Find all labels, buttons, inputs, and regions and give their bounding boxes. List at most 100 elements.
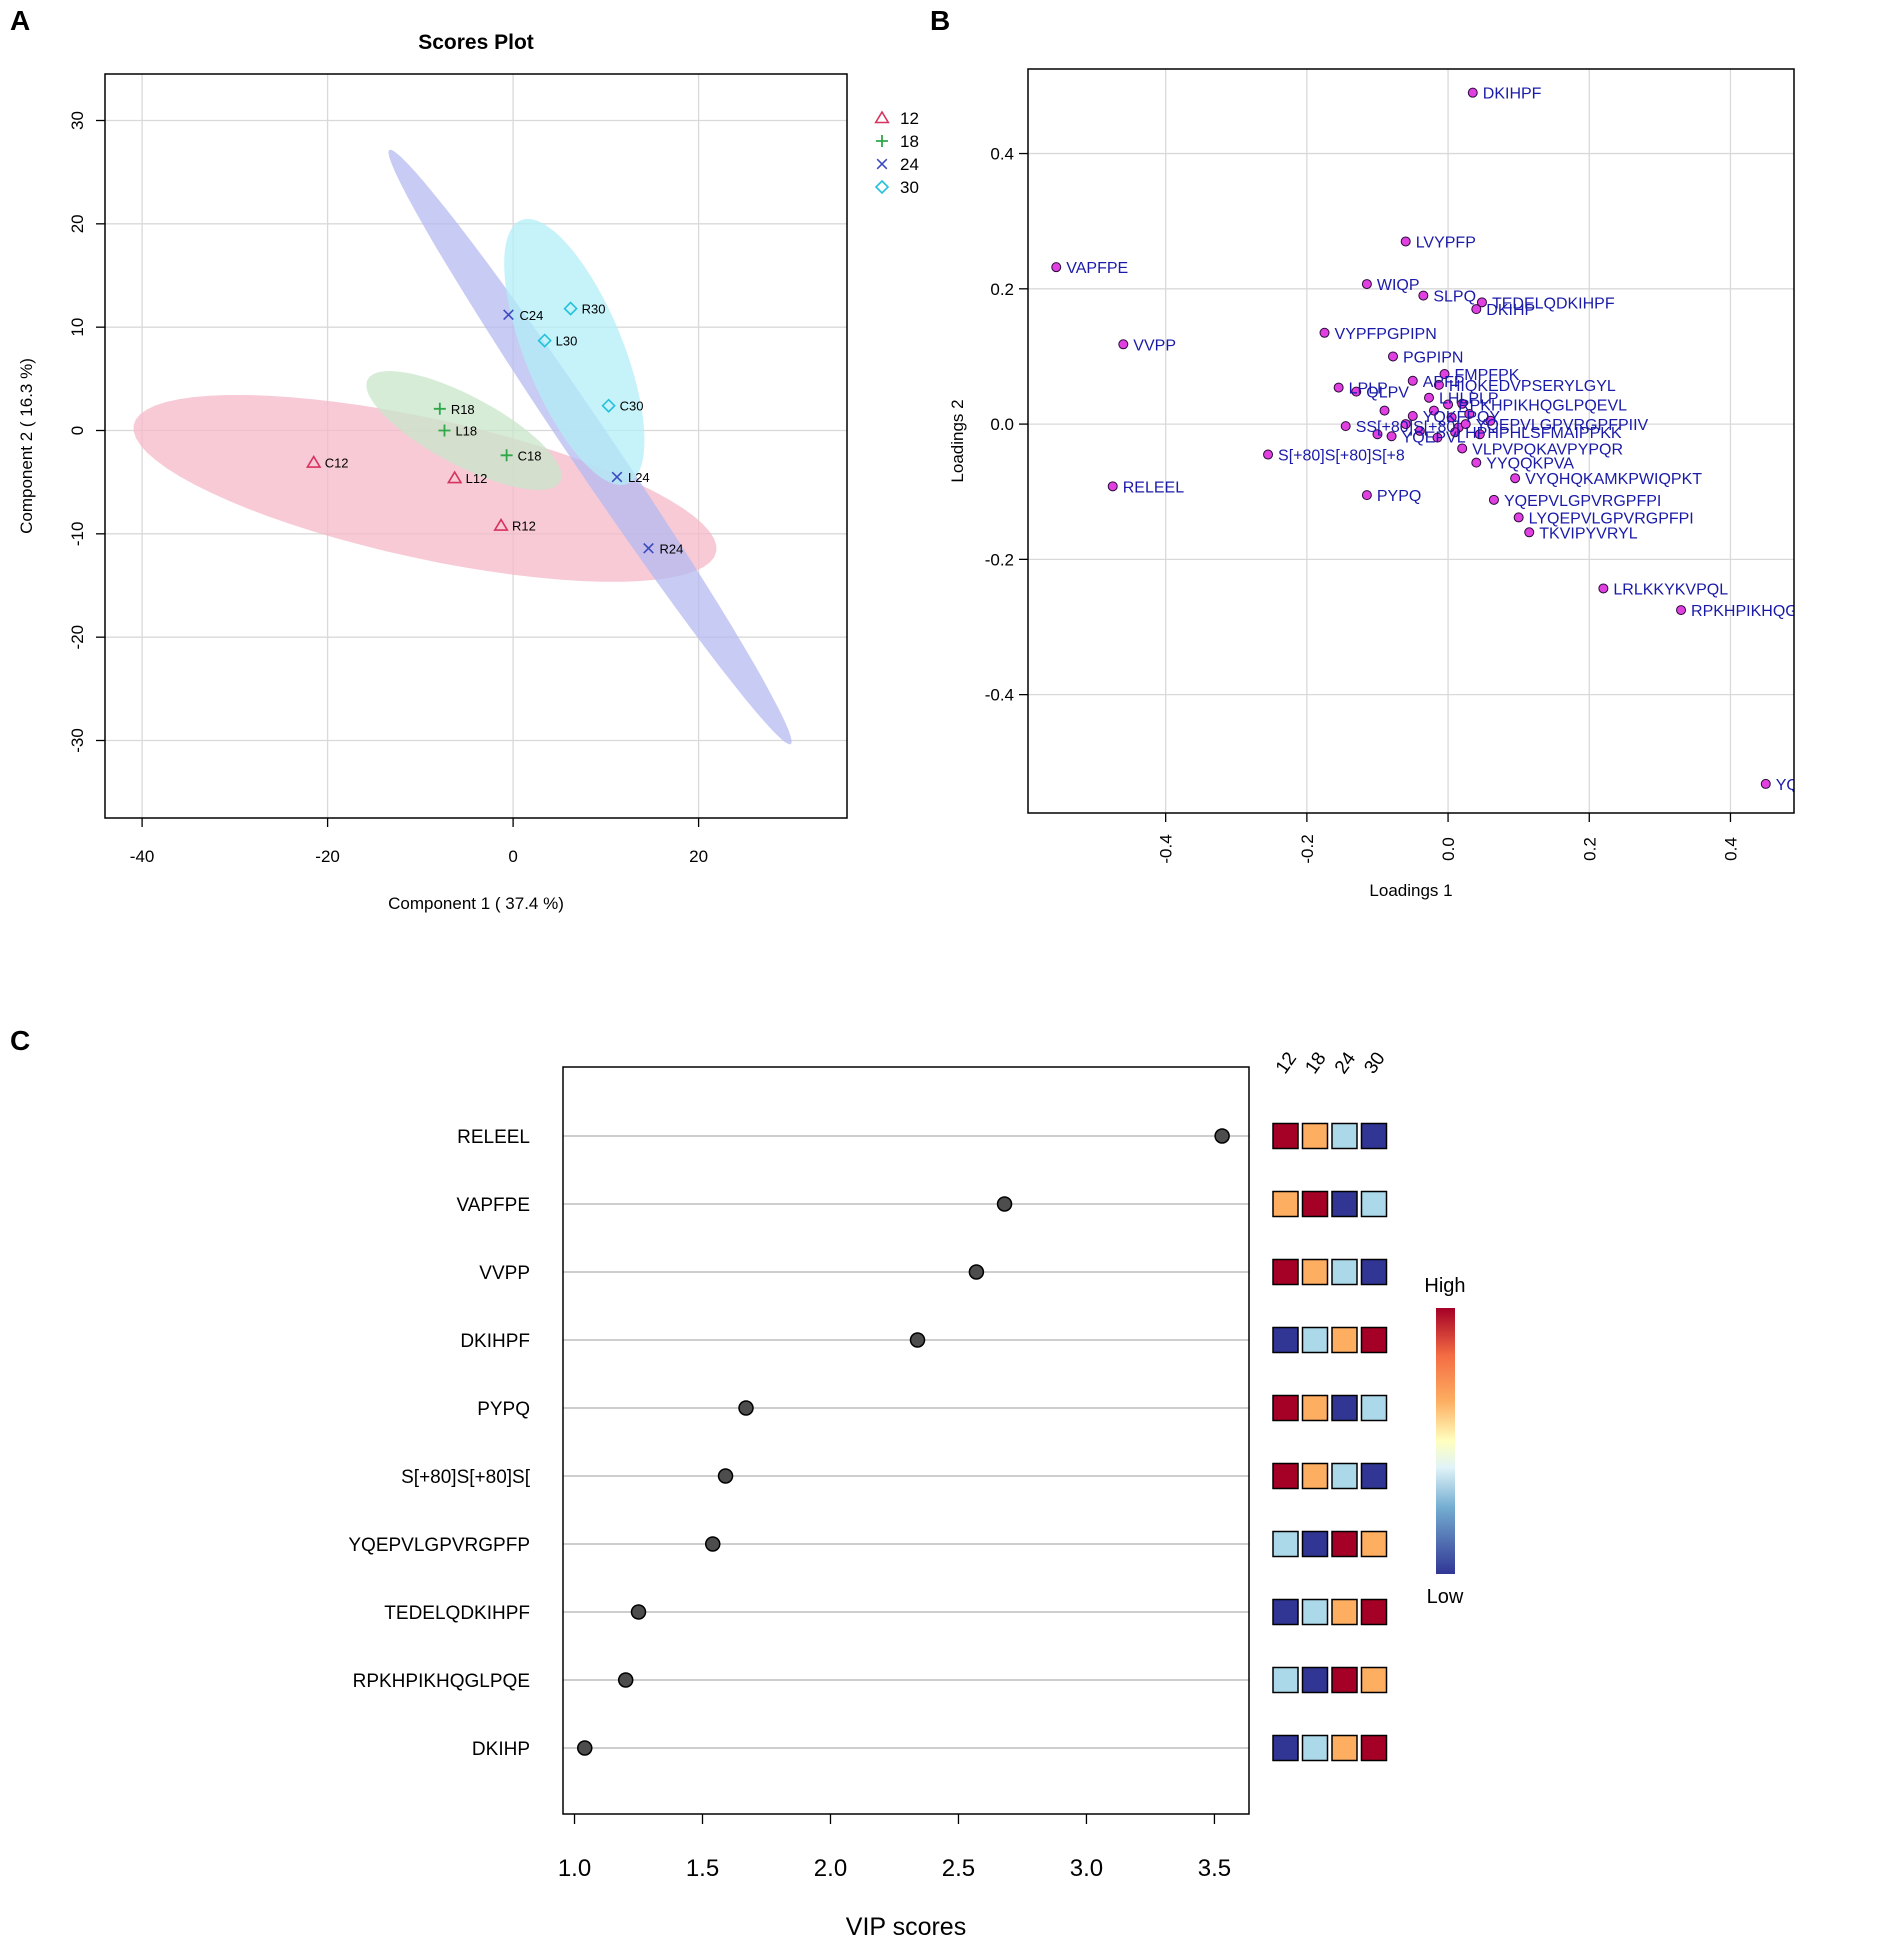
vip-row-label: TEDELQDKIHPF (384, 1603, 530, 1624)
confidence-ellipse-12 (133, 395, 717, 582)
vip-x-tick-label: 2.5 (942, 1855, 975, 1882)
loading-point-TEDELQDKIHPF (1476, 297, 1487, 308)
vip-heat-column-label: 18 (1301, 1049, 1330, 1078)
vip-heat-cell (1272, 1258, 1299, 1286)
loading-point-VLPVPQKAVPYPQR (1457, 443, 1468, 454)
vip-heat-column-label: 30 (1360, 1049, 1389, 1078)
vip-x-tick-label: 3.5 (1198, 1855, 1231, 1882)
vip-heat-cell (1301, 1462, 1329, 1490)
scores-y-tick-label: -20 (68, 625, 87, 650)
loading-point-cluster (1414, 425, 1425, 436)
loading-point-label: RELEEL (1123, 479, 1184, 496)
vip-heat-cell (1331, 1394, 1358, 1422)
loadings-y-axis-label: Loadings 2 (948, 399, 967, 482)
loadings-points (1051, 87, 1771, 789)
vip-heat-cell (1331, 1122, 1358, 1150)
legend-label-30: 30 (900, 178, 919, 197)
vip-dots (577, 1128, 1230, 1756)
heat-legend-low-label: Low (1427, 1586, 1464, 1608)
vip-x-ticks: 1.0 1.5 2.0 2.5 3.0 3.5 (558, 1814, 1231, 1882)
loading-point-label: TKVIPYVRYL (1539, 525, 1638, 542)
loading-point-LYQEPVLGPVRGPFPI (1513, 512, 1524, 523)
loadings-y-ticks: -0.4 -0.2 0.0 0.2 0.4 (985, 145, 1028, 705)
score-point-label: C12 (325, 456, 349, 471)
vip-row-labels: RELEEL VAPFPE VVPP DKIHPF PYPQ S[+80]S[+80]S[… (348, 1127, 530, 1760)
score-point-label: C30 (620, 399, 644, 414)
loading-point-label: S[+80]S[+80]S[+8 (1278, 448, 1405, 465)
loading-point-cluster (1446, 412, 1457, 423)
vip-heat-cell (1272, 1326, 1299, 1354)
scores-y-tick-label: -30 (68, 728, 87, 753)
score-point-L30 (537, 333, 552, 348)
vip-heat-cell (1272, 1190, 1299, 1218)
loading-point-label: RPKHPIKHQGLPQEVL (1691, 603, 1860, 620)
vip-heat-cell (1360, 1666, 1388, 1694)
score-point-label: R30 (582, 302, 606, 317)
score-point-C12 (305, 454, 322, 468)
loading-point-YQEPVL (1386, 431, 1397, 442)
vip-heat-cell (1301, 1598, 1329, 1626)
vip-heat-cells (1272, 1122, 1388, 1762)
vip-heat-cell (1272, 1598, 1299, 1626)
score-point-label: R18 (451, 402, 475, 417)
loading-point-S[+80]S[+80]S[+8 (1263, 449, 1274, 460)
loading-point-cluster (1432, 432, 1443, 443)
score-point-C30 (601, 398, 616, 413)
loading-point-label: RPKHPIKHQGLPQEVL (1458, 397, 1627, 414)
panel-c-letter: C (10, 1025, 30, 1056)
loading-point-HIQKEDVPSERYLGYL (1433, 379, 1444, 390)
loading-point-LPLP (1333, 382, 1344, 393)
vip-heat-column-label: 24 (1331, 1048, 1361, 1078)
vip-heat-cell (1272, 1734, 1299, 1762)
score-point-L24 (611, 471, 623, 483)
loadings-x-tick-label: 0.2 (1580, 837, 1599, 861)
vip-heat-cell (1331, 1598, 1358, 1626)
vip-heat-cell (1331, 1666, 1358, 1694)
vip-heat-cell (1360, 1530, 1388, 1558)
vip-heat-cell (1272, 1530, 1299, 1558)
scores-y-ticks: -30 -20 -10 0 10 20 30 (68, 111, 105, 753)
scores-y-tick-label: 10 (68, 318, 87, 337)
loadings-grid (1028, 69, 1794, 813)
loading-point-cluster (1485, 415, 1496, 426)
vip-dot-VAPFPE (996, 1196, 1013, 1212)
score-point-R18 (433, 402, 446, 415)
vip-heat-cell (1272, 1666, 1299, 1694)
legend-label-12: 12 (900, 109, 919, 128)
vip-x-tick-label: 1.5 (686, 1855, 719, 1882)
legend-marker-24 (876, 158, 888, 170)
loading-point-label: LVYPFP (1416, 234, 1476, 251)
vip-heat-cell (1331, 1190, 1358, 1218)
vip-dot-TEDELQDKIHPF (630, 1604, 647, 1620)
vip-dot-VVPP (968, 1264, 985, 1280)
scores-y-tick-label: 20 (68, 214, 87, 233)
loading-point-label: LPLP (1349, 381, 1388, 398)
vip-row-label: RPKHPIKHQGLPQE (353, 1671, 530, 1692)
vip-heat-cell (1301, 1666, 1329, 1694)
vip-heat-cell (1331, 1734, 1358, 1762)
loadings-y-tick-label: 0.4 (990, 145, 1014, 164)
loading-point-cluster (1464, 408, 1475, 419)
vip-heat-cell (1301, 1326, 1329, 1354)
vip-heat-column-label: 12 (1272, 1049, 1301, 1078)
scores-y-tick-label: 30 (68, 111, 87, 130)
vip-scores-panel: RELEEL VAPFPE VVPP DKIHPF PYPQ S[+80]S[+80]S[… (348, 1048, 1465, 1940)
loading-point-label: LYQEPVLGPVRGPFPI (1529, 510, 1694, 527)
loading-point-DKIHPF (1467, 87, 1478, 98)
loading-point-label: LRLKKYKVPQL (1613, 581, 1728, 598)
vip-row-label: DKIHP (472, 1739, 530, 1760)
loading-point-YQEPVLGPVRGPFPI (1488, 494, 1499, 505)
vip-heat-cell (1272, 1462, 1299, 1490)
vip-dot-DKIHPF (909, 1332, 926, 1348)
loading-point-label: PYPQ (1377, 488, 1421, 505)
scores-x-tick-label: 20 (689, 847, 708, 866)
loadings-x-tick-label: 0.0 (1439, 837, 1458, 861)
loading-point-cluster (1400, 419, 1411, 430)
vip-heat-cell (1301, 1190, 1329, 1218)
legend-label-24: 24 (900, 155, 919, 174)
confidence-ellipse-30 (504, 218, 645, 485)
vip-heat-cell (1301, 1734, 1329, 1762)
vip-heat-cell (1360, 1190, 1388, 1218)
loadings-x-tick-label: -0.2 (1298, 834, 1317, 863)
